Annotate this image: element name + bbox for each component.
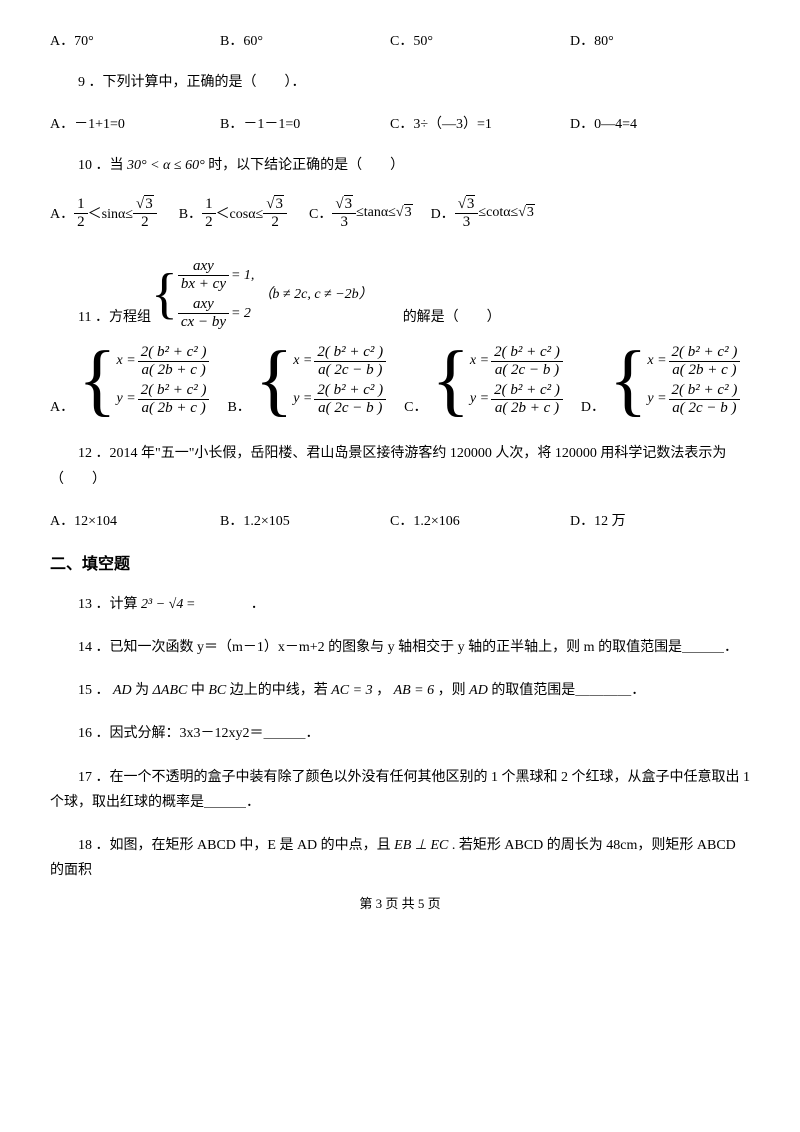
q11-suffix: 的解是（ ） xyxy=(403,305,501,330)
q12-opt-a: A．12×104 xyxy=(50,510,220,530)
q8-options: A．70° B．60° C．50° D．80° xyxy=(50,30,750,50)
q9-opt-a: A．－1+1=0 xyxy=(50,113,220,133)
q10-b-mid: ＜cosα≤ xyxy=(216,203,264,223)
q10-b-frac2: 32 xyxy=(263,196,287,230)
q10-d-frac1: 33 xyxy=(455,196,479,230)
q14: 14 ．已知一次函数 y＝（m－1）x－m+2 的图象与 y 轴相交于 y 轴的… xyxy=(50,635,750,660)
q11-system: { axybx + cy = 1, axycx − by = 2 xyxy=(151,258,254,330)
q10-a-frac1: 12 xyxy=(74,196,88,230)
q12-opt-d: D．12 万 xyxy=(570,510,626,530)
q10-options: A． 12 ＜sinα≤ 32 B． 12 ＜cosα≤ 32 C． 33 ≤t… xyxy=(50,196,750,230)
q10-b-label: B． xyxy=(179,203,202,223)
q18: 18 ．如图，在矩形 ABCD 中，E 是 AD 的中点，且 EB ⊥ EC .… xyxy=(50,833,750,883)
q16: 16 ．因式分解：3x3－12xy2＝＿＿＿． xyxy=(50,721,750,746)
q11-opt-d: D． { x =2( b² + c² )a( 2b + c ) y =2( b²… xyxy=(581,344,740,416)
q10-d-rhs: 3 xyxy=(518,205,535,221)
q11-opt-c: C． { x =2( b² + c² )a( 2c − b ) y =2( b²… xyxy=(404,344,563,416)
q12-opt-b: B．1.2×105 xyxy=(220,510,390,530)
q10-a-frac2: 32 xyxy=(133,196,157,230)
q11-options: A． { x =2( b² + c² )a( 2b + c ) y =2( b²… xyxy=(50,344,750,416)
brace-icon: { xyxy=(78,350,116,410)
q8-opt-d: D．80° xyxy=(570,30,614,50)
q8-opt-a: A．70° xyxy=(50,30,220,50)
q10-cond: 30° < α ≤ 60° xyxy=(127,158,205,173)
q9-opt-d: D．0—4=4 xyxy=(570,113,637,133)
q10-b-frac1: 12 xyxy=(202,196,216,230)
q10-prefix: 10 ．当 xyxy=(78,158,124,173)
q11-prefix: 11 ．方程组 xyxy=(50,305,151,330)
q10-d-mid: ≤cotα≤ xyxy=(478,205,518,221)
q11-cond: （b ≠ 2c, c ≠ −2b） xyxy=(258,282,372,307)
q10-c-rhs: 3 xyxy=(396,205,413,221)
q12-opt-c: C．1.2×106 xyxy=(390,510,570,530)
q8-opt-c: C．50° xyxy=(390,30,570,50)
q9-text: 9 ．下列计算中，正确的是（ ）． xyxy=(50,70,750,95)
q8-opt-b: B．60° xyxy=(220,30,390,50)
q10-suffix: 时，以下结论正确的是（ ） xyxy=(208,158,404,173)
section-2-title: 二、填空题 xyxy=(50,550,750,574)
brace-icon: { xyxy=(151,269,178,319)
q10-a-label: A． xyxy=(50,203,74,223)
q9-opt-c: C．3÷（—3）=1 xyxy=(390,113,570,133)
q10-c-frac1: 33 xyxy=(332,196,356,230)
brace-icon: { xyxy=(609,350,647,410)
q9-options: A．－1+1=0 B．－1－1=0 C．3÷（—3）=1 D．0—4=4 xyxy=(50,113,750,133)
q10-text: 10 ．当 30° < α ≤ 60° 时，以下结论正确的是（ ） xyxy=(50,153,750,178)
q11-opt-a: A． { x =2( b² + c² )a( 2b + c ) y =2( b²… xyxy=(50,344,209,416)
q10-c-mid: ≤tanα≤ xyxy=(356,205,396,221)
brace-icon: { xyxy=(432,350,470,410)
q10-d-label: D． xyxy=(431,203,455,223)
q13: 13 ．计算 2³ − √4 = ． xyxy=(50,592,750,617)
q11-stem: 11 ．方程组 { axybx + cy = 1, axycx − by = 2… xyxy=(50,258,750,330)
q11-opt-b: B． { x =2( b² + c² )a( 2c − b ) y =2( b²… xyxy=(227,344,386,416)
q17: 17 ．在一个不透明的盒子中装有除了颜色以外没有任何其他区别的 1 个黑球和 2… xyxy=(50,765,750,815)
brace-icon: { xyxy=(255,350,293,410)
q12-text: 12 ．2014 年"五一"小长假，岳阳楼、君山岛景区接待游客约 120000 … xyxy=(50,441,750,491)
q10-c-label: C． xyxy=(309,203,332,223)
q12-options: A．12×104 B．1.2×105 C．1.2×106 D．12 万 xyxy=(50,510,750,530)
q15: 15 ． AD 为 ΔABC 中 BC 边上的中线，若 AC = 3 ， AB … xyxy=(50,678,750,703)
q9-opt-b: B．－1－1=0 xyxy=(220,113,390,133)
q10-a-mid: ＜sinα≤ xyxy=(88,203,133,223)
page-footer: 第 3 页 共 5 页 xyxy=(50,893,750,912)
